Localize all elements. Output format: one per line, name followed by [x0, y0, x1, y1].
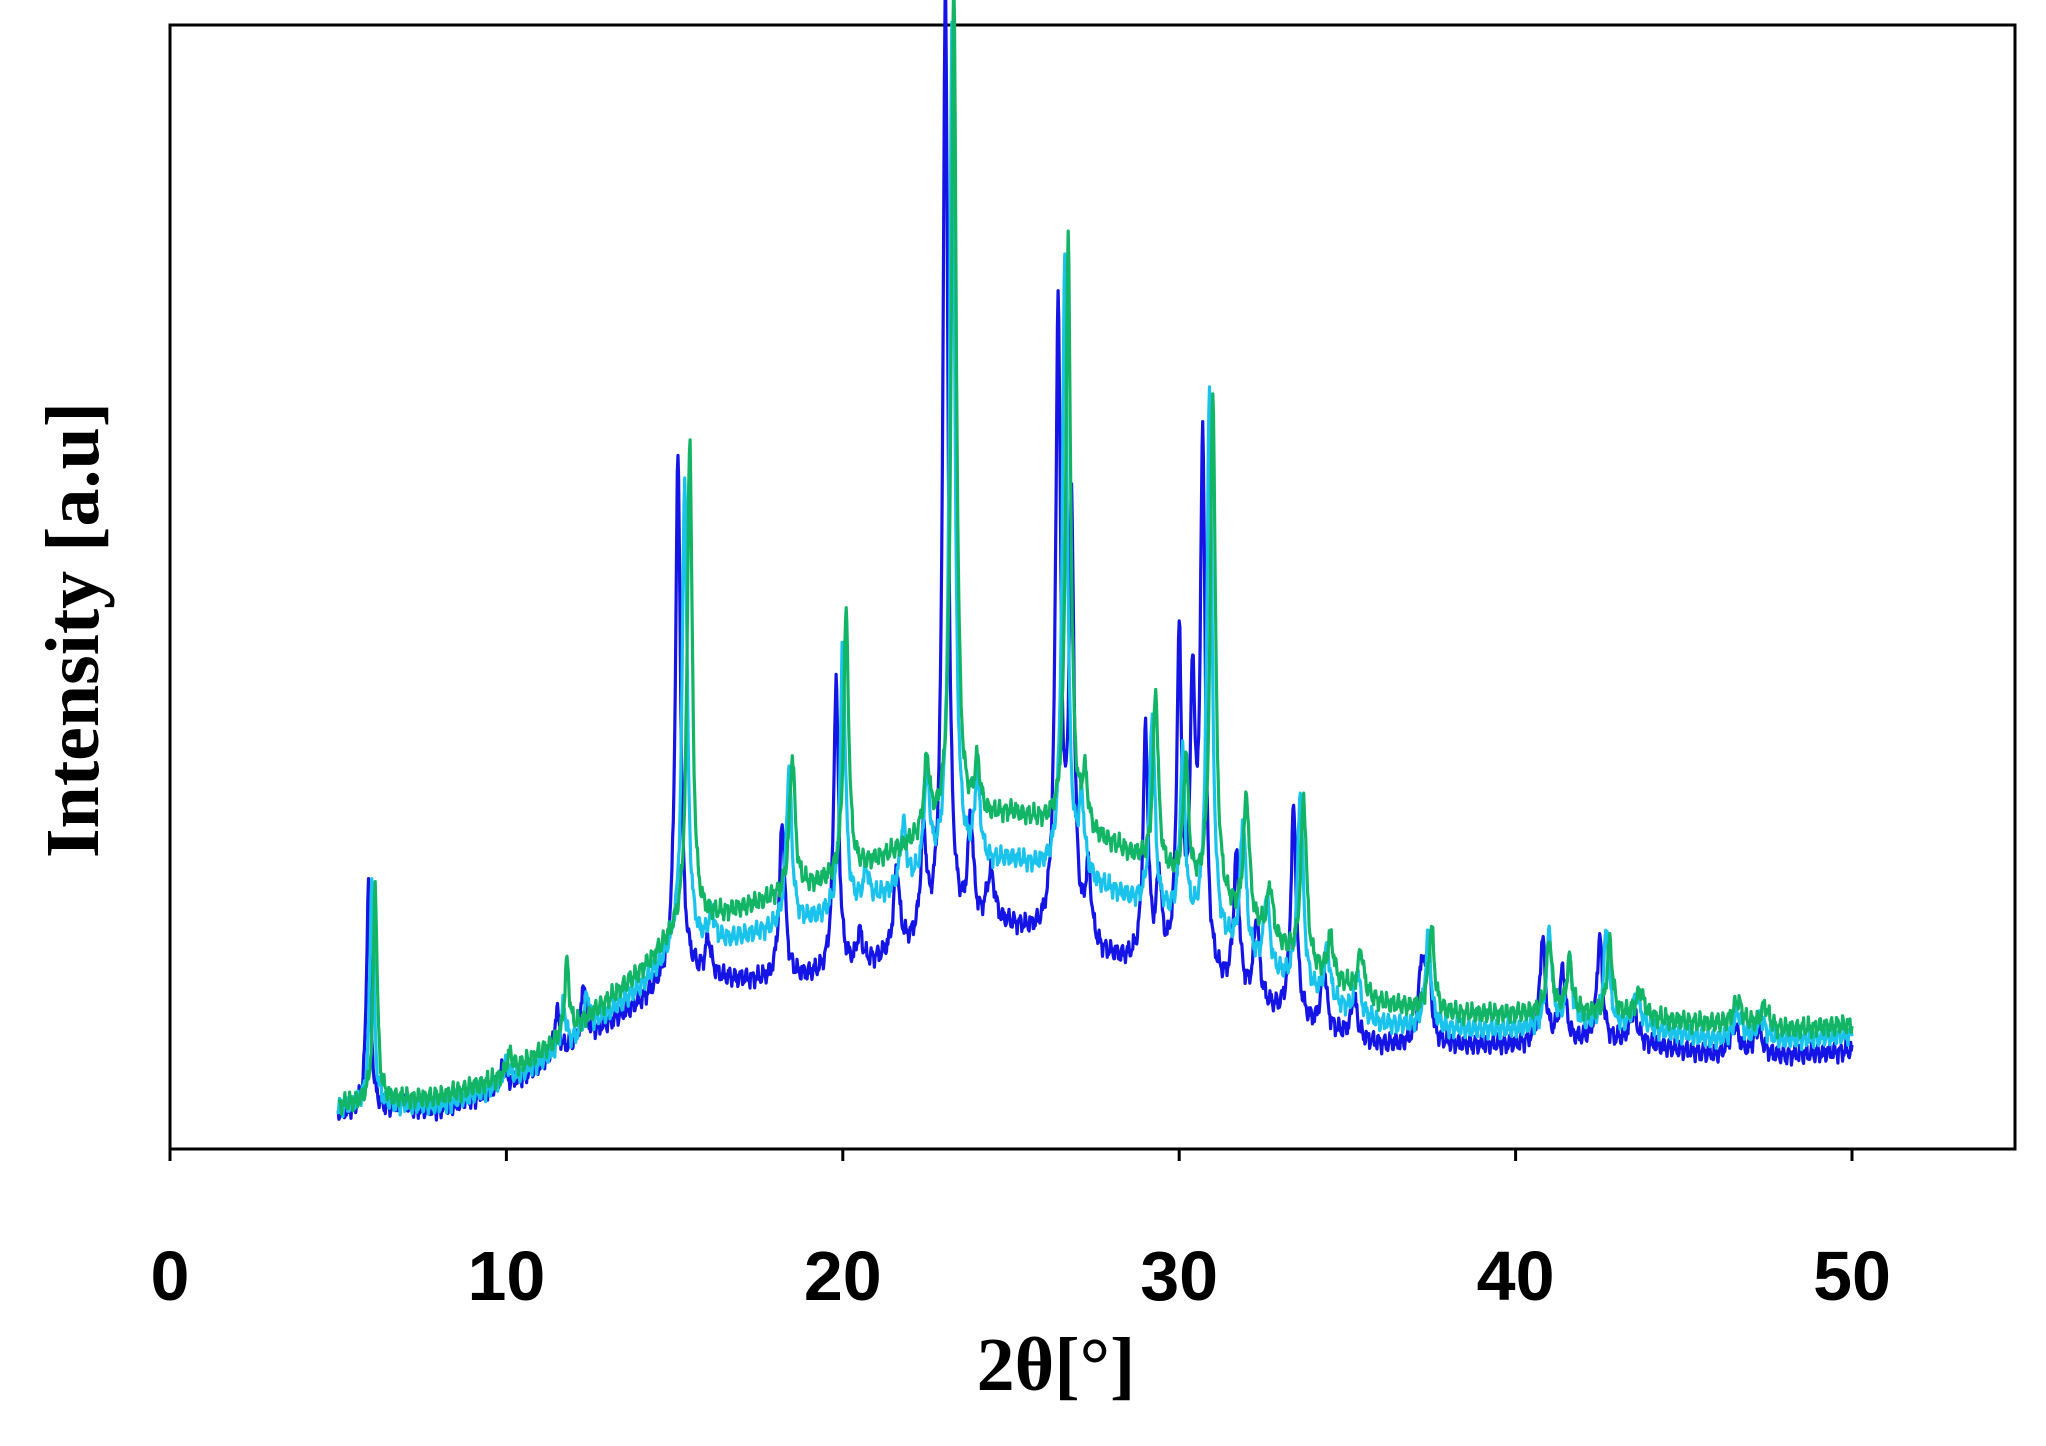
x-tick-label: 40 — [1477, 1237, 1555, 1315]
x-axis-ticks: 0 10 20 30 40 50 — [151, 1149, 1891, 1315]
y-axis-title: Intensity [a.u] — [31, 402, 115, 858]
x-axis-title: 2θ[°] — [977, 1323, 1136, 1407]
x-tick-label: 0 — [151, 1237, 190, 1315]
series-line-3 — [337, 0, 1854, 1116]
plot-frame — [168, 23, 2017, 1151]
x-tick-label: 50 — [1813, 1237, 1891, 1315]
series-layer — [336, 0, 1854, 1122]
series-line-2 — [336, 20, 1854, 1119]
x-tick-label: 20 — [804, 1237, 882, 1315]
series-line-1 — [336, 0, 1854, 1122]
x-tick-label: 10 — [467, 1237, 545, 1315]
x-tick-label: 30 — [1140, 1237, 1218, 1315]
